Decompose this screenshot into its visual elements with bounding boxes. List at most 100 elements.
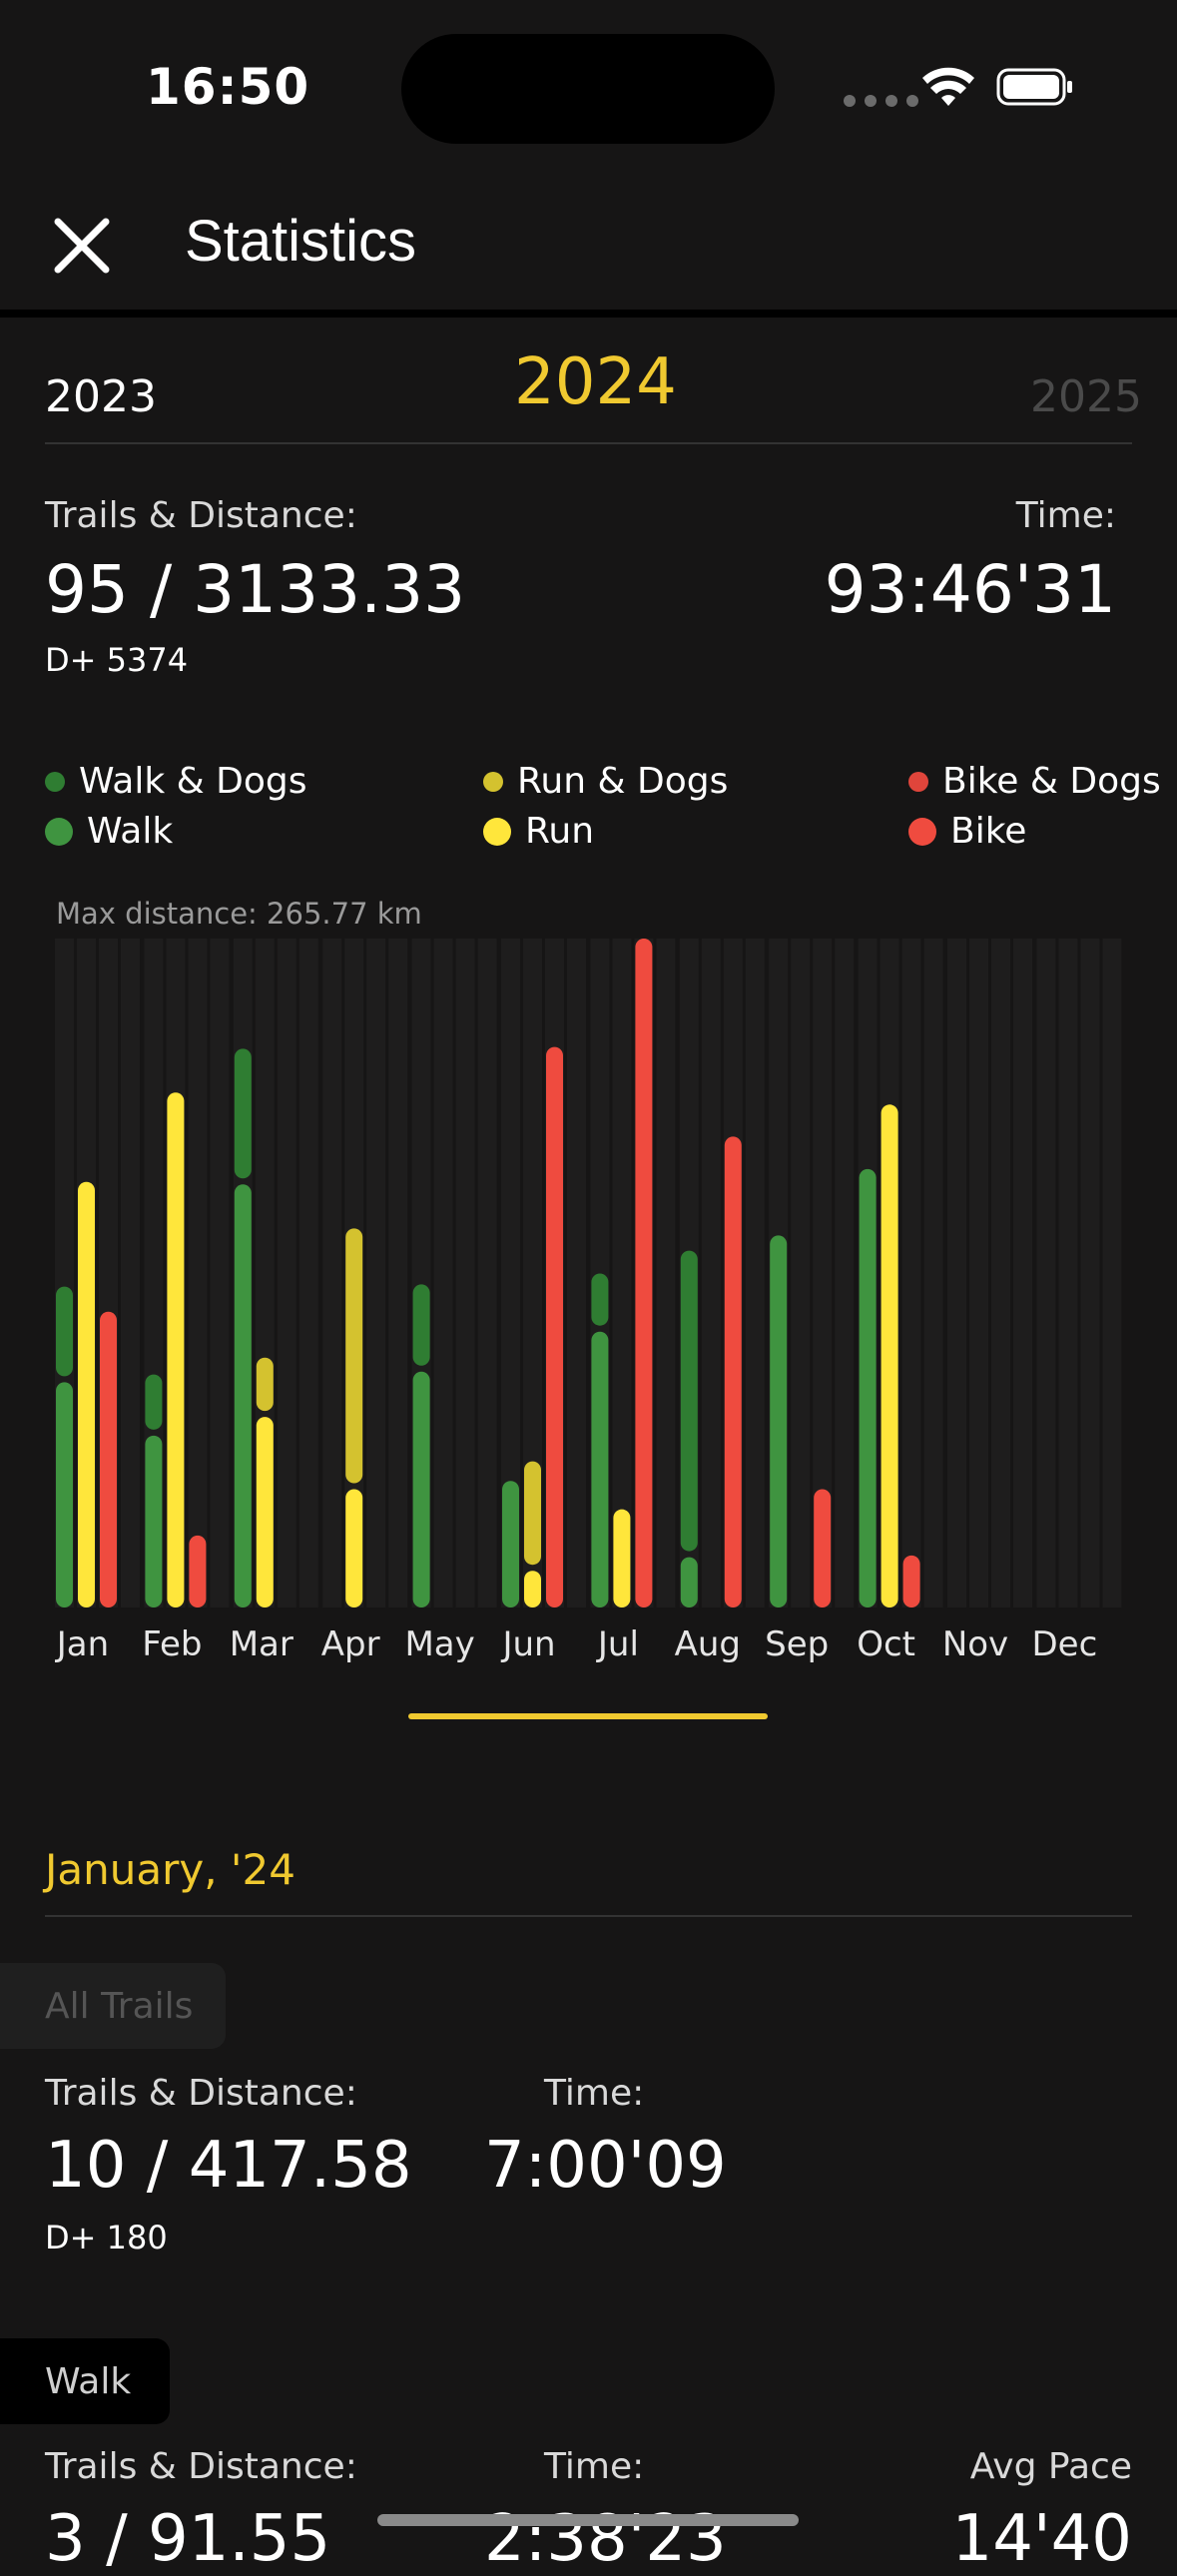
chart-track	[923, 939, 943, 1608]
bar-feb-bike	[189, 1535, 207, 1608]
chart-track	[1102, 939, 1122, 1608]
legend-label: Bike & Dogs	[942, 761, 1161, 802]
chart-track	[1058, 939, 1078, 1608]
chart-track	[991, 939, 1010, 1608]
trails-distance-label: Trails & Distance:	[45, 495, 357, 536]
month-trails-label: Trails & Distance:	[45, 2073, 357, 2114]
bar-jan-bike	[100, 1311, 117, 1608]
legend-label: Walk	[87, 811, 174, 852]
chart-track	[121, 939, 140, 1608]
walk-pace-value: 14'40	[951, 2502, 1132, 2576]
chart-track	[366, 939, 386, 1608]
bar-jul-walk-dogs	[591, 1273, 609, 1326]
year-prev-button[interactable]: 2023	[45, 371, 157, 422]
legend-run-dogs: Run & Dogs	[483, 761, 728, 802]
bar-may-walk	[412, 1371, 430, 1608]
legend-walk-dogs: Walk & Dogs	[45, 761, 307, 802]
bar-jul-walk	[591, 1331, 609, 1608]
walk-time-label: Time:	[544, 2446, 645, 2487]
chart-track	[791, 939, 811, 1608]
chart-track	[567, 939, 586, 1608]
chart-track	[188, 939, 208, 1608]
bar-mar-run	[256, 1417, 274, 1608]
dynamic-island	[401, 34, 775, 144]
bar-jun-walk	[502, 1481, 519, 1608]
wifi-icon	[922, 67, 974, 106]
chart-track	[298, 939, 318, 1608]
month-trails-value: 10 / 417.58	[45, 2129, 412, 2203]
month-time-value: 7:00'09	[484, 2129, 727, 2203]
status-time: 16:50	[146, 58, 310, 116]
bar-jul-run	[613, 1509, 631, 1608]
chart-track	[477, 939, 497, 1608]
chart-track	[1036, 939, 1056, 1608]
walk-tab[interactable]: Walk	[0, 2338, 170, 2424]
bar-apr-run-dogs	[345, 1228, 363, 1484]
trails-distance-value: 95 / 3133.33	[45, 551, 466, 628]
bar-mar-run-dogs	[256, 1357, 274, 1412]
chart-track	[433, 939, 453, 1608]
legend-dot-icon	[45, 771, 65, 792]
bar-sep-bike	[814, 1489, 832, 1608]
monthly-distance-chart[interactable]: Jan Feb Mar Apr May Jun Jul Aug Sep Oct Nov Dec	[0, 929, 1177, 1667]
legend-dot-icon	[908, 817, 936, 846]
walk-trails-value: 3 / 91.55	[45, 2502, 331, 2576]
chart-scroll-indicator[interactable]	[408, 1713, 768, 1719]
header-divider	[0, 310, 1177, 318]
bar-feb-walk-dogs	[145, 1374, 163, 1430]
x-tick-label[interactable]: Sep	[765, 1624, 829, 1664]
bar-feb-run	[167, 1092, 185, 1608]
elevation-value: D+ 5374	[45, 641, 189, 679]
month-time-label: Time:	[544, 2073, 645, 2114]
x-tick-label[interactable]: Nov	[942, 1624, 1008, 1664]
legend-run: Run	[483, 811, 594, 852]
chart-track	[901, 939, 921, 1608]
year-current: 2024	[514, 345, 677, 419]
x-tick-label[interactable]: Jul	[596, 1624, 639, 1664]
bar-jun-run	[524, 1571, 541, 1608]
home-indicator[interactable]	[377, 2514, 799, 2526]
legend-bike-dogs: Bike & Dogs	[908, 761, 1161, 802]
cellular-signal-icon	[844, 95, 918, 107]
legend-label: Bike	[950, 811, 1027, 852]
chart-max-distance: Max distance: 265.77 km	[56, 897, 422, 931]
chart-track	[210, 939, 230, 1608]
bar-oct-walk	[859, 1168, 877, 1608]
chart-track	[455, 939, 475, 1608]
time-label: Time:	[1015, 495, 1116, 536]
x-tick-label[interactable]: May	[404, 1624, 474, 1664]
legend-label: Run	[525, 811, 595, 852]
legend-label: Run & Dogs	[517, 761, 729, 802]
bar-feb-walk	[145, 1435, 163, 1608]
x-tick-label[interactable]: Feb	[142, 1624, 202, 1664]
walk-trails-label: Trails & Distance:	[45, 2446, 357, 2487]
walk-pace-label: Avg Pace	[969, 2446, 1132, 2487]
chart-track	[1013, 939, 1032, 1608]
legend-label: Walk & Dogs	[79, 761, 307, 802]
x-tick-label[interactable]: Apr	[321, 1624, 380, 1664]
legend-dot-icon	[483, 771, 503, 792]
month-title: January, '24	[45, 1845, 295, 1894]
x-tick-label[interactable]: Dec	[1032, 1624, 1098, 1664]
chart-track	[947, 939, 966, 1608]
month-elevation: D+ 180	[45, 2219, 168, 2256]
legend-bike: Bike	[908, 811, 1026, 852]
close-icon[interactable]	[52, 216, 112, 276]
chart-track	[813, 939, 833, 1608]
bar-apr-run	[345, 1489, 363, 1608]
chart-track	[656, 939, 676, 1608]
x-tick-label[interactable]: Jun	[500, 1624, 555, 1664]
x-tick-label[interactable]: Mar	[230, 1624, 294, 1664]
x-tick-label[interactable]: Aug	[675, 1624, 741, 1664]
year-next-button[interactable]: 2025	[1030, 371, 1142, 422]
bar-aug-bike	[724, 1136, 742, 1608]
x-tick-label[interactable]: Oct	[857, 1624, 915, 1664]
bar-jan-walk	[56, 1382, 73, 1608]
bar-oct-bike	[902, 1555, 920, 1608]
bar-jul-bike	[635, 939, 653, 1608]
x-tick-label[interactable]: Jan	[55, 1624, 109, 1664]
chart-track	[969, 939, 988, 1608]
bar-sep-walk	[770, 1235, 788, 1608]
battery-icon	[996, 68, 1072, 106]
all-trails-tab[interactable]: All Trails	[0, 1963, 226, 2049]
